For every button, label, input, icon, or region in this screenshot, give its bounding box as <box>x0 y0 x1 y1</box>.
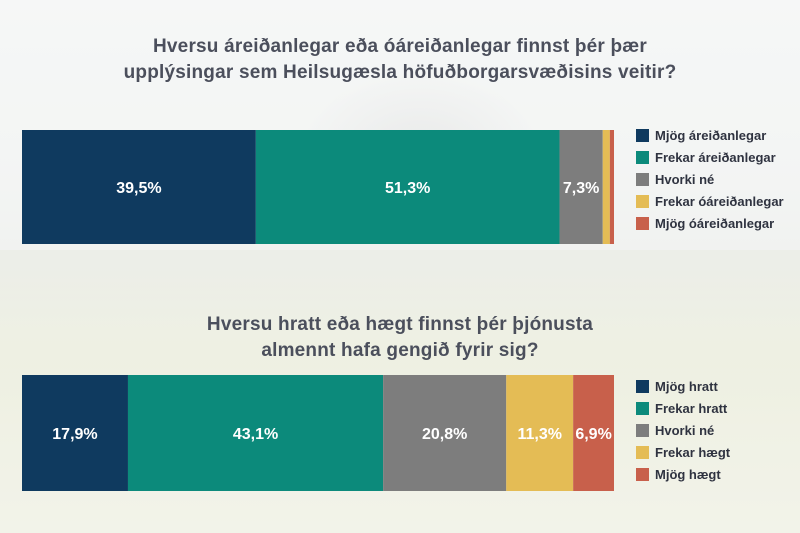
chart-1-bar-1 <box>22 130 256 244</box>
chart-2-bar-label-5: 6,9% <box>575 426 611 443</box>
chart-1-bar-label-2: 51,3% <box>385 180 430 197</box>
chart-1-bar-5 <box>609 130 614 244</box>
chart-1-bar-label-3: 7,3% <box>563 180 599 197</box>
chart-2-bar-3 <box>383 375 507 491</box>
legend-label: Hvorki né <box>655 422 715 438</box>
chart-1-title-line-2: upplýsingar sem Heilsugæsla höfuðborgars… <box>123 62 677 83</box>
legend-swatch <box>636 445 649 459</box>
chart-2-title-line-2: almennt hafa gengið fyrir sig? <box>261 340 539 361</box>
legend-label: Mjög hægt <box>655 466 721 482</box>
legend-swatch <box>636 423 649 437</box>
legend-swatch <box>636 401 649 415</box>
chart-2-bar-label-2: 43,1% <box>233 426 278 443</box>
legend-label: Mjög áreiðanlegar <box>655 127 767 143</box>
chart-2-legend-item-2: Frekar hratt <box>636 397 730 419</box>
chart-1-bar-label-1: 39,5% <box>116 180 161 197</box>
legend-label: Frekar áreiðanlegar <box>655 149 776 165</box>
chart-1-legend-item-4: Frekar óáreiðanlegar <box>636 190 784 212</box>
chart-2-legend-item-1: Mjög hratt <box>636 375 730 397</box>
chart-2-bar-label-3: 20,8% <box>422 426 467 443</box>
chart-1-legend: Mjög áreiðanlegar Frekar áreiðanlegar Hvor… <box>636 124 784 234</box>
chart-2-legend-item-3: Hvorki né <box>636 419 730 441</box>
chart-1-title-line-1: Hversu áreiðanlegar eða óáreiðanlegar fi… <box>152 36 647 57</box>
legend-swatch <box>636 172 649 186</box>
legend-label: Mjög óáreiðanlegar <box>655 215 775 231</box>
legend-swatch <box>636 128 649 142</box>
chart-2-bar-label-1: 17,9% <box>52 426 97 443</box>
chart-2-bar-1 <box>22 375 128 491</box>
chart-1-bar-2 <box>255 130 560 244</box>
chart-2-bar-5 <box>573 375 614 491</box>
legend-label: Hvorki né <box>655 171 715 187</box>
legend-label: Frekar hratt <box>655 400 728 416</box>
legend-label: Frekar hægt <box>655 444 731 460</box>
chart-1-bar-3 <box>559 130 603 244</box>
chart-2-legend-item-4: Frekar hægt <box>636 441 730 463</box>
legend-swatch <box>636 194 649 208</box>
chart-2-bar-2 <box>127 375 384 491</box>
legend-swatch <box>636 150 649 164</box>
legend-swatch <box>636 467 649 481</box>
chart-1-legend-item-1: Mjög áreiðanlegar <box>636 124 784 146</box>
chart-2-bar-4 <box>506 375 574 491</box>
chart-1-legend-item-3: Hvorki né <box>636 168 784 190</box>
chart-2-title: Hversu hratt eða hægt finnst þér þjónust… <box>0 312 800 364</box>
legend-label: Frekar óáreiðanlegar <box>655 193 784 209</box>
chart-1-legend-item-2: Frekar áreiðanlegar <box>636 146 784 168</box>
chart-2-legend-item-5: Mjög hægt <box>636 463 730 485</box>
chart-1-legend-item-5: Mjög óáreiðanlegar <box>636 212 784 234</box>
legend-label: Mjög hratt <box>655 378 718 394</box>
chart-1-bar-4 <box>602 130 610 244</box>
chart-1-title: Hversu áreiðanlegar eða óáreiðanlegar fi… <box>0 34 800 86</box>
legend-swatch <box>636 216 649 230</box>
chart-2-bar-label-4: 11,3% <box>517 426 561 443</box>
legend-swatch <box>636 379 649 393</box>
chart-2-title-line-1: Hversu hratt eða hægt finnst þér þjónust… <box>206 314 594 335</box>
chart-2-legend: Mjög hratt Frekar hratt Hvorki né Frekar hæ… <box>636 375 730 485</box>
